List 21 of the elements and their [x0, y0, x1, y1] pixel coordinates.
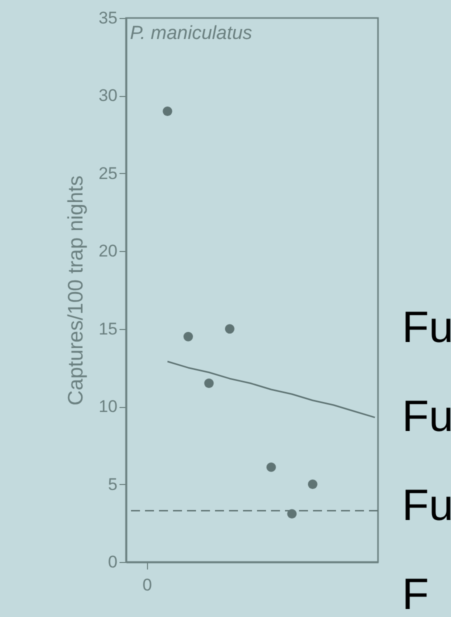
text: Fu: [402, 303, 451, 352]
y-axis-title: Captures/100 trap nights: [64, 176, 88, 406]
text: F: [402, 570, 429, 617]
annotation: P. maniculatus: [130, 23, 253, 44]
y-tick-label: 25: [98, 164, 118, 183]
y-tick-label: 5: [108, 474, 118, 494]
point: [308, 480, 318, 490]
point: [162, 106, 172, 116]
y-tick-label: 10: [98, 397, 118, 416]
point: [224, 324, 234, 334]
point: [266, 462, 276, 472]
text: Fu: [402, 481, 451, 530]
line-series: [166, 360, 376, 418]
y-tick-label: 15: [98, 319, 118, 338]
y-tick-label: 35: [98, 8, 118, 28]
y-tick-label: 20: [98, 242, 118, 261]
text: Fu: [402, 392, 451, 441]
y-tick-label: 0: [108, 552, 118, 572]
point: [204, 378, 214, 388]
y-tick-label: 30: [98, 86, 118, 106]
point: [183, 332, 193, 342]
